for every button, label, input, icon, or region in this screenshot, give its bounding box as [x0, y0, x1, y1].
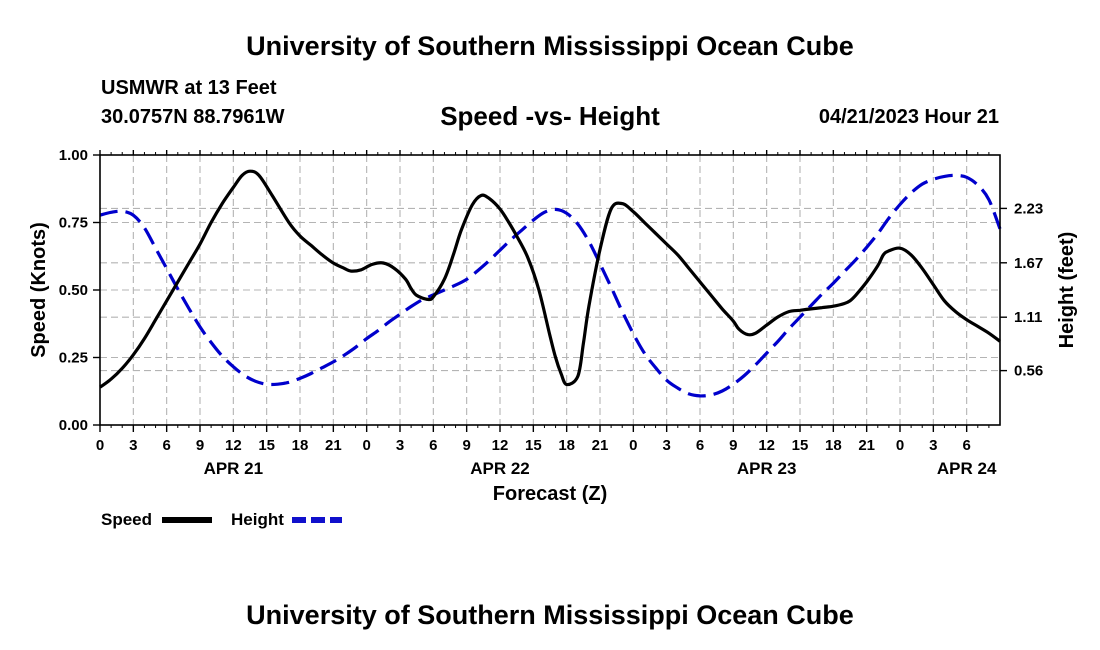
- x-tick-label: 0: [96, 437, 104, 454]
- x-tick-label: 3: [929, 437, 937, 454]
- y-right-tick-label: 1.67: [1014, 255, 1043, 272]
- x-tick-label: 0: [629, 437, 637, 454]
- chart-subtitle: Speed -vs- Height: [440, 101, 660, 131]
- x-tick-label: 12: [758, 437, 775, 454]
- y-left-tick-label: 0.50: [59, 282, 88, 299]
- x-tick-label: 21: [592, 437, 609, 454]
- footer-title: University of Southern Mississippi Ocean…: [246, 600, 854, 630]
- legend-label-speed: Speed: [101, 510, 152, 529]
- axes: 0 3 6 9 12 15 18 21 0 3 6 9 12 15 18 21 0 3 6 9 12 15 18 21 0 3 6 A…: [59, 147, 1043, 478]
- y-left-tick-label: 1.00: [59, 147, 88, 164]
- y-left-tick-label: 0.25: [59, 350, 88, 367]
- page-title: University of Southern Mississippi Ocean…: [246, 31, 854, 61]
- y-left-tick-label: 0.75: [59, 215, 88, 232]
- x-axis-title: Forecast (Z): [493, 483, 607, 505]
- y-right-tick-label: 0.56: [1014, 363, 1043, 380]
- x-tick-label: 15: [792, 437, 809, 454]
- x-tick-label: 3: [396, 437, 404, 454]
- x-tick-label: 12: [225, 437, 242, 454]
- date-label: APR 23: [737, 459, 797, 478]
- station-coordinates: 30.0757N 88.7961W: [101, 106, 285, 128]
- series-layer: [99, 169, 1002, 398]
- x-tick-label: 18: [825, 437, 842, 454]
- date-label: APR 24: [937, 459, 997, 478]
- left-axis-title: Speed (Knots): [28, 222, 50, 358]
- x-tick-label: 15: [525, 437, 542, 454]
- y-left-tick-label: 0.00: [59, 417, 88, 434]
- legend-label-height: Height: [231, 510, 284, 529]
- x-tick-label: 6: [962, 437, 970, 454]
- right-axis-title: Height (feet): [1056, 232, 1078, 349]
- series-line-height: [99, 173, 1002, 398]
- x-tick-label: 3: [129, 437, 137, 454]
- x-tick-label: 6: [696, 437, 704, 454]
- series-line-speed: [99, 169, 1001, 389]
- x-tick-label: 9: [196, 437, 204, 454]
- x-tick-label: 6: [429, 437, 437, 454]
- x-tick-label: 21: [858, 437, 875, 454]
- y-right-tick-label: 1.11: [1014, 309, 1042, 326]
- x-tick-label: 15: [258, 437, 275, 454]
- x-tick-label: 9: [462, 437, 470, 454]
- forecast-datetime: 04/21/2023 Hour 21: [818, 106, 999, 128]
- x-tick-label: 0: [896, 437, 904, 454]
- x-tick-label: 21: [325, 437, 342, 454]
- x-tick-label: 12: [492, 437, 509, 454]
- legend: Speed Height: [101, 510, 342, 529]
- x-tick-label: 18: [292, 437, 309, 454]
- station-label: USMWR at 13 Feet: [101, 77, 277, 99]
- x-tick-label: 9: [729, 437, 737, 454]
- date-label: APR 22: [470, 459, 530, 478]
- x-tick-label: 6: [162, 437, 170, 454]
- grid: [100, 155, 1000, 425]
- y-right-tick-label: 2.23: [1014, 200, 1043, 217]
- x-tick-label: 18: [558, 437, 575, 454]
- x-tick-label: 0: [362, 437, 370, 454]
- date-label: APR 21: [204, 459, 264, 478]
- x-tick-label: 3: [662, 437, 670, 454]
